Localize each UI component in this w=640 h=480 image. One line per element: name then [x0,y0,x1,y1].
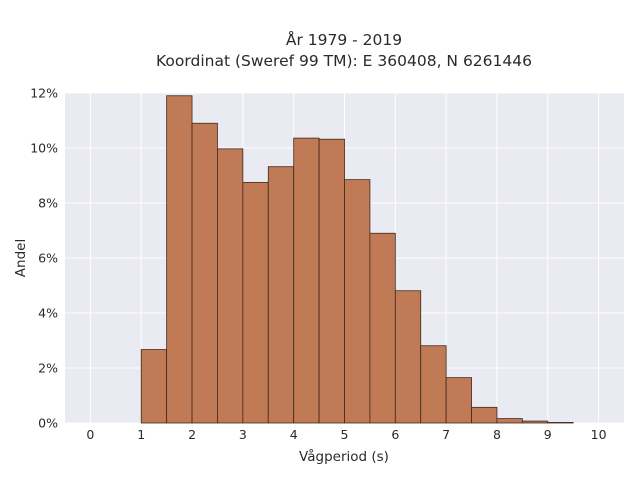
y-tick-label: 6% [38,251,58,266]
histogram-bar [496,418,523,424]
y-tick-label: 2% [38,361,58,376]
y-axis-label: Andel [13,239,29,277]
x-tick-label: 10 [591,427,607,442]
histogram-bar [191,122,218,424]
histogram-bar [547,422,574,424]
histogram-bar [267,166,295,424]
histogram-bar [318,138,345,424]
histogram-bar [344,179,371,424]
histogram-bar [471,406,498,424]
histogram-bar [521,420,549,424]
y-tick-label: 10% [30,141,58,156]
x-tick-label: 8 [493,427,501,442]
bars-group [140,95,574,424]
y-tick-label: 0% [38,416,58,431]
histogram-bar [242,181,269,424]
histogram-bar [217,148,244,424]
x-tick-label: 2 [188,427,196,442]
y-tick-label: 4% [38,306,58,321]
histogram-bar [293,137,320,424]
x-axis-label: Vågperiod (s) [299,448,389,465]
chart-title-line-1: År 1979 - 2019 [286,30,402,49]
x-tick-label: 4 [290,427,298,442]
y-tick-labels: 0% 2% 4% 6% 8% 10% 12% [30,86,58,431]
x-tick-labels: 0 1 2 3 4 5 6 7 8 9 10 [86,427,606,442]
x-tick-label: 5 [341,427,349,442]
histogram-bar [420,345,447,424]
x-tick-label: 1 [137,427,145,442]
histogram-bar [369,232,396,424]
histogram-bar [166,95,193,424]
histogram-bar [394,290,422,424]
y-tick-label: 12% [30,86,58,101]
chart-title-line-2: Koordinat (Sweref 99 TM): E 360408, N 62… [156,52,532,70]
x-tick-label: 7 [442,427,450,442]
x-tick-label: 6 [391,427,399,442]
histogram-bar [140,349,168,424]
x-tick-label: 3 [239,427,247,442]
y-tick-label: 8% [38,196,58,211]
x-tick-label: 9 [544,427,552,442]
x-tick-label: 0 [86,427,94,442]
histogram-bar [445,377,472,424]
